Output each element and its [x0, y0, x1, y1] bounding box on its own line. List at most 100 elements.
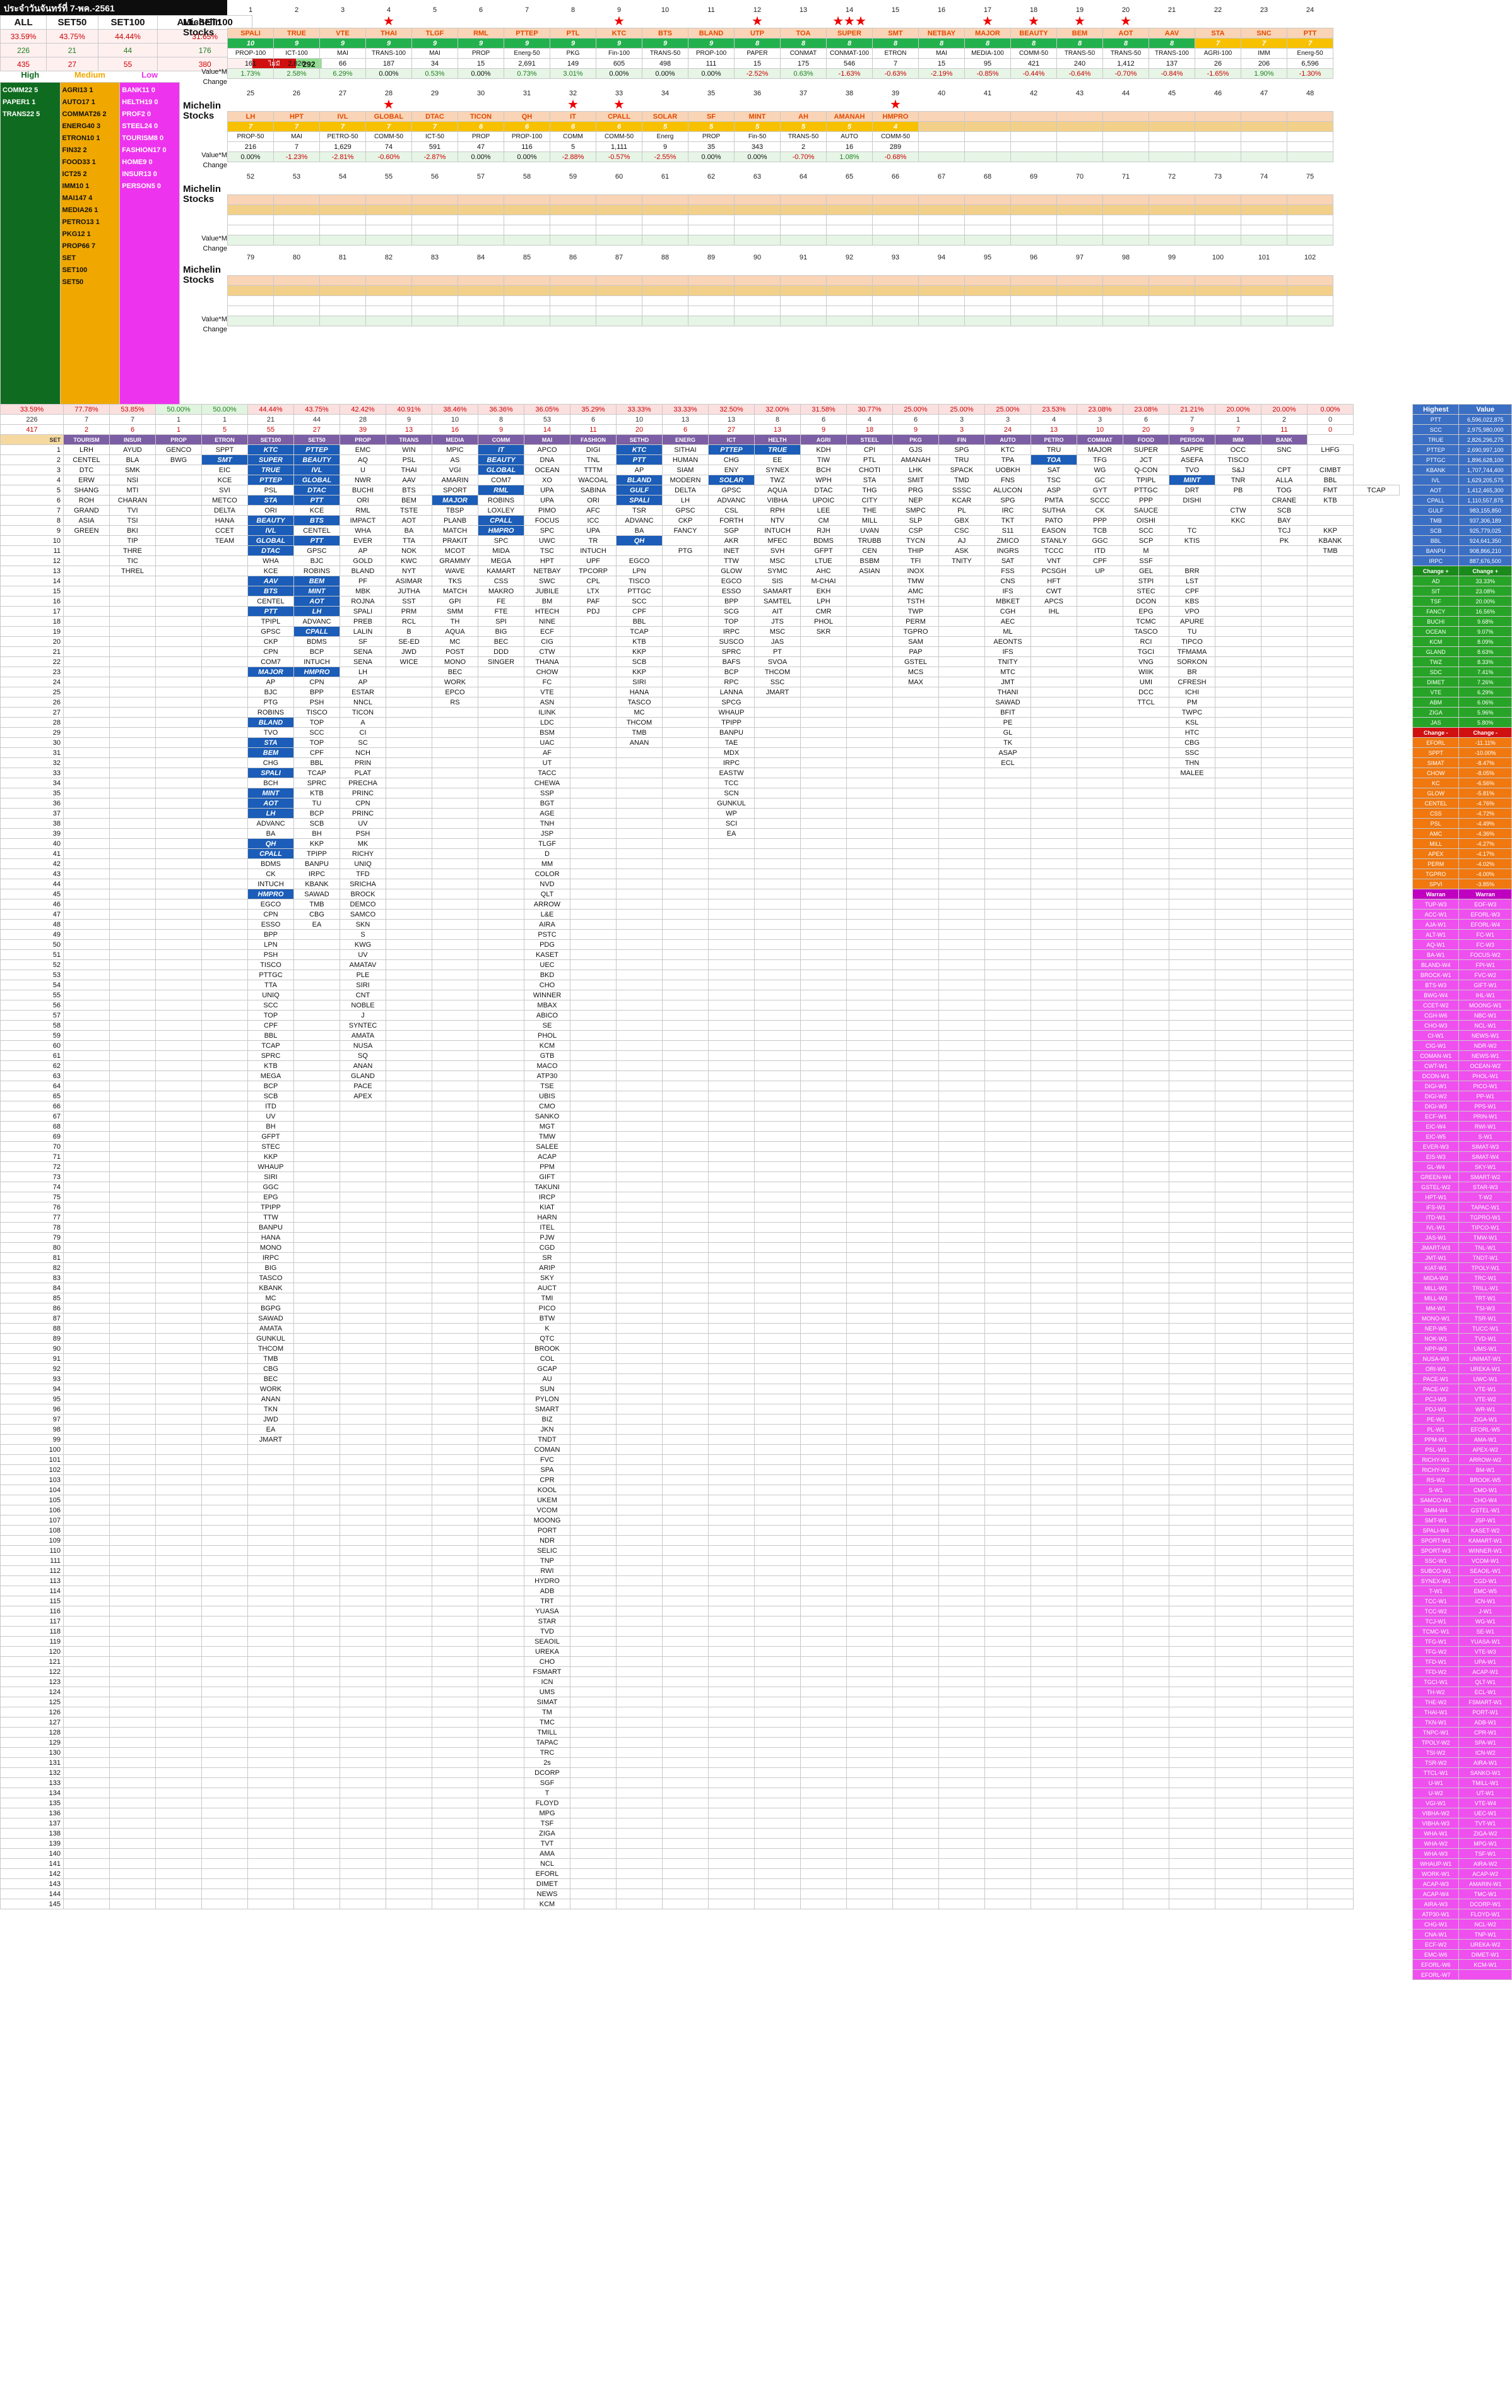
stock-cell — [155, 1575, 202, 1586]
sector-percent: 25.00% — [892, 404, 939, 415]
stock-change: -2.88% — [550, 151, 596, 162]
stock-cell — [800, 909, 847, 920]
legend-medium-item: AGRI13 1 — [62, 86, 93, 94]
stock-cell: CSS — [478, 576, 524, 586]
stock-cell — [1169, 1071, 1215, 1081]
stock-cell — [247, 1818, 294, 1829]
stock-cell — [800, 1333, 847, 1344]
stock-cell — [984, 1474, 1031, 1485]
legend-medium-item: PKG12 1 — [62, 230, 91, 238]
stock-cell — [63, 788, 110, 798]
stock-cell — [1261, 677, 1308, 687]
stock-cell — [1261, 1515, 1308, 1526]
stock-cell — [984, 1535, 1031, 1546]
stock-cell — [1169, 1404, 1215, 1415]
stock-cell: NCL — [524, 1858, 570, 1869]
stock-cell — [892, 717, 939, 728]
stock-cell — [1215, 1202, 1261, 1213]
stock-cell — [662, 1262, 709, 1273]
stock-cell — [892, 1485, 939, 1495]
stock-cell: RCL — [386, 616, 432, 627]
stock-cell — [754, 1727, 801, 1738]
stock-cell: CCET — [201, 525, 248, 536]
stock-cell — [662, 1818, 709, 1829]
stock-cell — [754, 1192, 801, 1202]
stock-cell — [616, 818, 663, 829]
stock-cell — [1123, 1646, 1169, 1657]
stock-cell — [1169, 1656, 1215, 1667]
stock-cell — [1077, 1111, 1123, 1122]
stock-cell — [109, 1505, 156, 1515]
stock-value — [1241, 141, 1287, 152]
stock-value: 5 — [550, 141, 596, 152]
stock-cell: TISCO — [616, 576, 663, 586]
stock-cell — [662, 899, 709, 910]
stock-sector — [458, 214, 504, 225]
stock-cell — [478, 1828, 524, 1839]
stock-cell: CPN — [247, 909, 294, 920]
stock-cell — [570, 1636, 617, 1647]
stock-cell — [616, 1283, 663, 1293]
row-number: 120 — [0, 1646, 64, 1657]
stock-name — [1102, 194, 1149, 205]
stock-cell — [570, 1767, 617, 1778]
stock-cell — [1123, 1404, 1169, 1415]
stock-cell — [708, 1767, 755, 1778]
stock-cell: KCM — [524, 1040, 570, 1051]
stock-cell — [800, 959, 847, 970]
stock-cell — [1307, 1868, 1354, 1879]
stock-cell — [155, 1707, 202, 1717]
stock-cell — [570, 1474, 617, 1485]
stock-cell — [570, 1606, 617, 1616]
stock-cell — [293, 1848, 340, 1859]
stock-cell — [1215, 1626, 1261, 1637]
stock-cell — [1169, 1010, 1215, 1021]
stock-cell — [1077, 1424, 1123, 1435]
stock-cell — [938, 768, 985, 778]
stock-cell — [1169, 1777, 1215, 1788]
stock-number: 47 — [1260, 90, 1268, 97]
stock-number: 64 — [799, 173, 808, 181]
stock-cell — [432, 1737, 478, 1748]
stock-cell — [616, 1757, 663, 1768]
stock-cell — [846, 1151, 893, 1162]
stock-cell — [570, 848, 617, 859]
stock-cell — [1169, 1030, 1215, 1041]
stock-cell: TMC — [524, 1717, 570, 1728]
stock-number: 97 — [1075, 254, 1084, 261]
stock-cell: SKN — [340, 919, 386, 930]
stock-cell — [386, 1161, 432, 1172]
stock-cell: KASET — [524, 949, 570, 960]
stock-cell — [1169, 848, 1215, 859]
star-rating — [1241, 182, 1287, 194]
stock-cell: TH — [432, 616, 478, 627]
stock-cell: UT — [524, 757, 570, 768]
stock-cell — [754, 1182, 801, 1192]
stock-cell — [386, 1777, 432, 1788]
stock-cell — [846, 1777, 893, 1788]
stock-cell — [800, 1535, 847, 1546]
michelin-row-label: Value*M — [201, 235, 227, 242]
stock-cell — [800, 1121, 847, 1132]
stock-cell: ADVANC — [708, 495, 755, 506]
stock-cell — [616, 1131, 663, 1142]
stock-change: 0.00% — [734, 151, 781, 162]
stock-cell — [293, 1131, 340, 1142]
row-number: 108 — [0, 1525, 64, 1536]
stock-cell — [478, 1586, 524, 1596]
stock-cell: VIBHA — [754, 495, 801, 506]
stock-cell — [1169, 1747, 1215, 1758]
star-rating — [274, 98, 320, 112]
stock-cell — [800, 1081, 847, 1091]
stock-cell: KCAR — [938, 495, 985, 506]
stock-cell — [1077, 1828, 1123, 1839]
stock-cell — [109, 1394, 156, 1404]
stock-cell — [1123, 848, 1169, 859]
stock-cell — [247, 1858, 294, 1869]
sector-percent: 35.29% — [570, 404, 617, 415]
stock-change — [550, 234, 596, 246]
star-rating — [1149, 15, 1195, 28]
stock-cell — [109, 1151, 156, 1162]
row-number: 17 — [0, 606, 64, 617]
stock-cell: BDMS — [800, 535, 847, 546]
